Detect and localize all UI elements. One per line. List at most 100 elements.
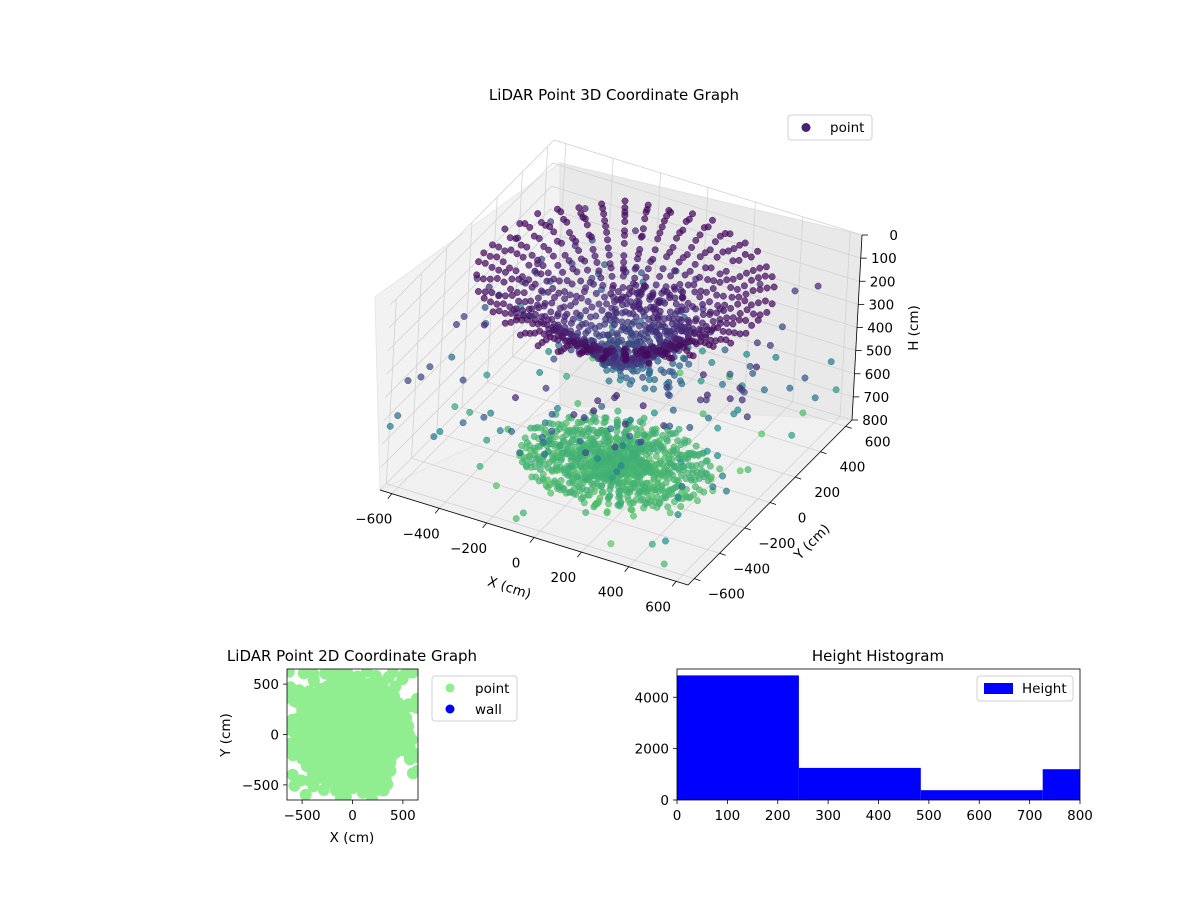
point-3d <box>677 458 685 466</box>
point-3d <box>791 287 799 295</box>
point-3d <box>743 350 751 358</box>
point-3d <box>549 420 557 428</box>
point-3d <box>758 430 766 438</box>
point-3d <box>604 495 612 502</box>
point-3d <box>632 425 640 433</box>
point-3d <box>754 247 762 255</box>
point-3d <box>575 204 583 212</box>
point-3d <box>644 265 652 273</box>
point-2d <box>299 788 312 800</box>
point-3d <box>480 249 488 257</box>
point-3d <box>749 369 757 377</box>
point-3d <box>576 437 584 445</box>
point-3d <box>713 253 721 261</box>
x-tick-label-hist-8: 800 <box>1067 808 1093 824</box>
point-3d <box>550 455 558 463</box>
point-2d <box>292 745 305 758</box>
point-3d <box>546 436 553 444</box>
point-3d <box>636 304 643 312</box>
point-3d <box>548 427 556 435</box>
point-3d <box>604 236 611 244</box>
point-3d <box>593 259 601 266</box>
points-3d <box>386 197 840 568</box>
point-3d <box>536 369 544 376</box>
point-3d <box>557 476 565 484</box>
point-3d <box>670 463 678 471</box>
y-axis-label: Y (cm) <box>790 521 833 564</box>
legend-3d: point <box>787 114 873 141</box>
y-tick-label-4: 200 <box>814 485 840 501</box>
y-tick-mark-0 <box>694 578 701 582</box>
point-3d <box>628 377 636 385</box>
point-3d <box>748 276 755 284</box>
point-3d <box>733 285 741 293</box>
point-3d <box>591 252 599 260</box>
point-3d <box>576 463 584 470</box>
point-3d <box>576 323 583 331</box>
point-3d <box>660 560 668 568</box>
point-3d <box>436 428 444 435</box>
point-3d <box>700 473 708 481</box>
point-3d <box>614 332 621 339</box>
point-3d <box>513 316 520 324</box>
point-3d <box>665 487 673 495</box>
point-3d <box>495 243 503 251</box>
point-3d <box>617 336 625 344</box>
y-tick-label-hist-0: 0 <box>660 793 669 809</box>
point-3d <box>636 487 644 495</box>
x-tick-label-2d-2: 500 <box>390 808 416 824</box>
point-3d <box>556 442 564 450</box>
point-3d <box>657 471 665 478</box>
point-3d <box>522 279 529 287</box>
point-3d <box>549 284 557 292</box>
point-3d <box>740 282 748 290</box>
x-tick-mark-4 <box>577 551 582 558</box>
point-3d <box>593 432 601 440</box>
x-tick-label-5: 400 <box>598 585 624 601</box>
point-3d <box>692 317 700 325</box>
y-tick-label-hist-2: 4000 <box>635 690 669 706</box>
point-3d <box>711 238 719 246</box>
point-3d <box>528 283 536 291</box>
point-3d <box>613 468 621 476</box>
histogram-title: Height Histogram <box>812 647 944 665</box>
point-3d <box>736 384 744 392</box>
point-3d <box>629 453 637 461</box>
point-3d <box>719 327 727 335</box>
point-3d <box>613 392 621 399</box>
point-3d <box>639 445 647 453</box>
point-3d <box>529 320 537 328</box>
point-3d <box>528 473 536 481</box>
point-3d <box>582 329 590 337</box>
point-3d <box>480 294 488 302</box>
point-3d <box>655 500 663 508</box>
point-3d <box>567 330 575 338</box>
point-3d <box>667 272 675 280</box>
point-3d <box>639 495 646 503</box>
point-3d <box>722 336 730 344</box>
point-3d <box>699 301 707 308</box>
point-3d <box>691 483 699 491</box>
point-3d <box>648 540 656 548</box>
point-3d <box>710 277 718 285</box>
point-3d <box>699 371 707 379</box>
point-3d <box>547 489 555 497</box>
point-3d <box>565 488 573 496</box>
point-3d <box>564 471 572 479</box>
point-3d <box>654 480 662 488</box>
point-3d <box>515 275 523 283</box>
z-tick-label-7: 700 <box>863 390 889 406</box>
point-3d <box>629 367 637 375</box>
point-3d <box>691 288 699 296</box>
point-3d <box>734 406 742 414</box>
point-3d <box>501 292 509 300</box>
point-3d <box>621 345 629 353</box>
point-3d <box>561 288 568 296</box>
point-3d <box>614 501 622 509</box>
y-tick-label-2d-0: −500 <box>242 778 279 794</box>
point-3d <box>572 427 580 434</box>
point-3d <box>654 235 662 243</box>
point-3d <box>621 218 629 226</box>
point-3d <box>621 197 629 205</box>
point-3d <box>622 374 630 382</box>
